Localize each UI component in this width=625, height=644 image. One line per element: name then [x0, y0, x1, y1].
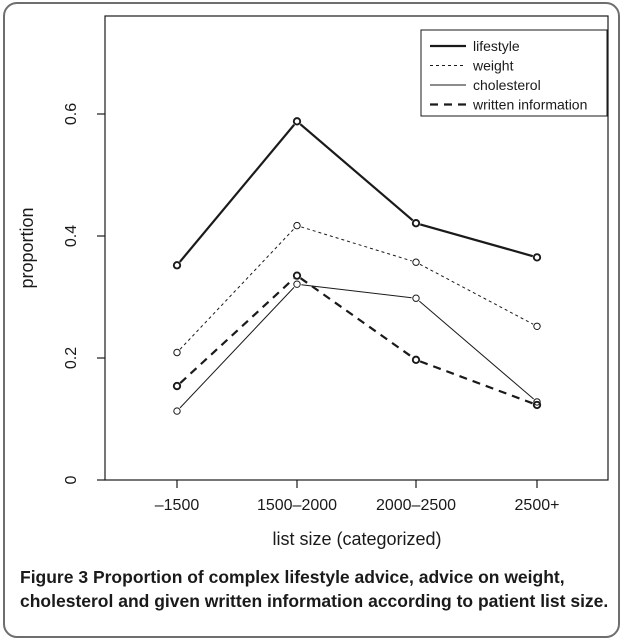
series-line-segment: [419, 263, 534, 325]
caption-text: Proportion of complex lifestyle advice, …: [20, 567, 609, 611]
y-tick-label: 0.2: [63, 347, 80, 369]
x-tick-label: 2000–2500: [376, 497, 456, 514]
series-line-segment: [301, 226, 412, 262]
data-point: [412, 258, 420, 266]
series-lifestyle: [172, 117, 542, 270]
data-point: [292, 117, 302, 126]
x-axis: –1500 1500–2000 2000–2500 2500+: [155, 480, 560, 514]
data-point: [172, 381, 182, 391]
data-point: [411, 355, 421, 364]
data-point: [412, 294, 420, 302]
legend-label: cholesterol: [473, 77, 541, 93]
series-written-information: [172, 271, 542, 410]
series-line-segment: [179, 277, 295, 384]
series-line-segment: [179, 287, 295, 409]
series-cholesterol: [173, 280, 541, 415]
line-chart: 00.20.40.6 –1500 1500–2000 2000–2500 2500+ …: [17, 15, 609, 549]
x-tick-label: 2500+: [515, 497, 560, 514]
x-tick-label: –1500: [155, 497, 200, 514]
data-point: [172, 261, 182, 270]
series-line-segment: [178, 123, 296, 263]
legend: lifestyle weight cholesterol written inform…: [420, 29, 608, 117]
data-point: [532, 400, 542, 410]
y-axis-title: proportion: [17, 207, 37, 288]
plot-box: [104, 15, 609, 481]
y-tick-label: 0: [63, 475, 80, 484]
legend-label: lifestyle: [473, 38, 520, 54]
series-line-segment: [301, 284, 412, 299]
x-tick-label: 1500–2000: [257, 497, 337, 514]
series-line-segment: [419, 300, 534, 400]
series-line-segment: [299, 277, 414, 359]
legend-label: weight: [472, 58, 514, 74]
data-point: [411, 219, 421, 228]
data-point: [293, 280, 301, 288]
x-axis-title: list size (categorized): [272, 529, 441, 549]
series-line-segment: [419, 223, 534, 258]
series-weight: [173, 221, 541, 357]
plot-area: [104, 15, 609, 481]
y-tick-label: 0.6: [63, 103, 80, 125]
legend-label: written information: [472, 97, 587, 113]
series-line-segment: [419, 360, 534, 405]
data-point: [173, 407, 181, 415]
series-line-segment: [299, 123, 414, 222]
legend-box: [420, 29, 608, 117]
series-group: [172, 117, 542, 415]
data-point: [533, 322, 541, 330]
data-point: [173, 348, 181, 357]
series-line-segment: [179, 228, 295, 350]
data-point: [292, 271, 302, 280]
figure-caption: Figure 3 Proportion of complex lifestyle…: [20, 565, 610, 613]
data-point: [293, 221, 301, 230]
figure-label: Figure 3: [20, 567, 89, 587]
data-point: [532, 253, 542, 262]
y-tick-label: 0.4: [63, 225, 80, 247]
data-point: [533, 398, 541, 406]
y-axis: 0 0.2 0.4 0.6: [63, 103, 105, 484]
